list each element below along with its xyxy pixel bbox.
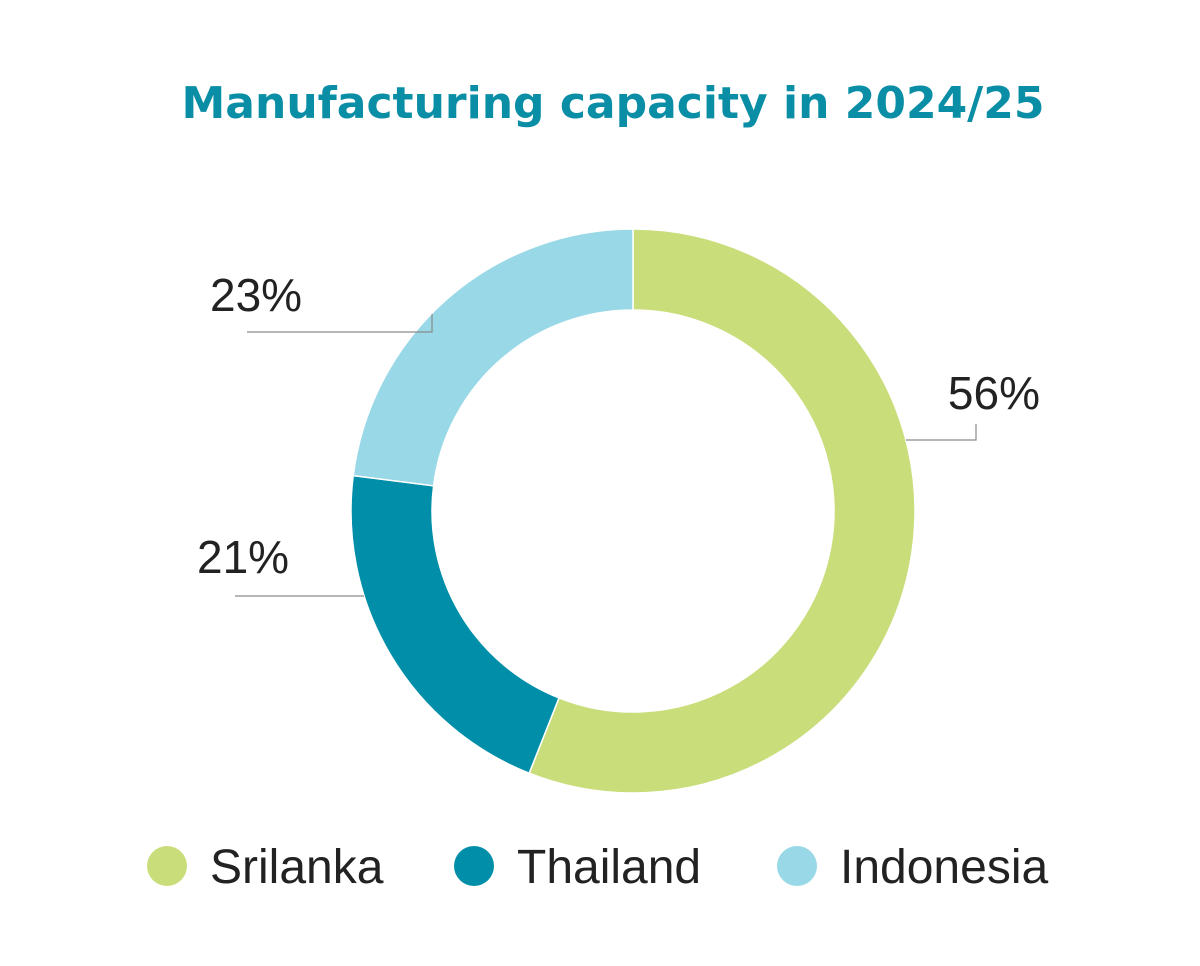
- legend-marker-thailand: [454, 846, 494, 886]
- leader-line-srilanka: [906, 424, 977, 441]
- slice-thailand: [350, 474, 560, 775]
- value-label-srilanka: 56%: [948, 367, 1040, 419]
- donut-slices: [350, 228, 916, 794]
- legend-marker-indonesia: [777, 846, 817, 886]
- value-label-thailand: 21%: [197, 531, 289, 583]
- slice-indonesia: [352, 228, 634, 487]
- legend-label-srilanka: Srilanka: [210, 841, 384, 894]
- legend-item-srilanka: Srilanka: [147, 841, 384, 894]
- slice-labels: 56% 21% 23%: [197, 269, 1040, 597]
- legend-label-indonesia: Indonesia: [840, 841, 1048, 894]
- legend: Srilanka Thailand Indonesia: [147, 841, 1048, 894]
- legend-item-thailand: Thailand: [454, 841, 701, 894]
- legend-label-thailand: Thailand: [517, 841, 701, 894]
- chart-title: Manufacturing capacity in 2024/25: [182, 78, 1045, 129]
- value-label-indonesia: 23%: [210, 269, 302, 321]
- legend-marker-srilanka: [147, 846, 187, 886]
- slice-srilanka: [528, 228, 916, 794]
- leader-line-indonesia: [247, 314, 433, 333]
- legend-item-indonesia: Indonesia: [777, 841, 1048, 894]
